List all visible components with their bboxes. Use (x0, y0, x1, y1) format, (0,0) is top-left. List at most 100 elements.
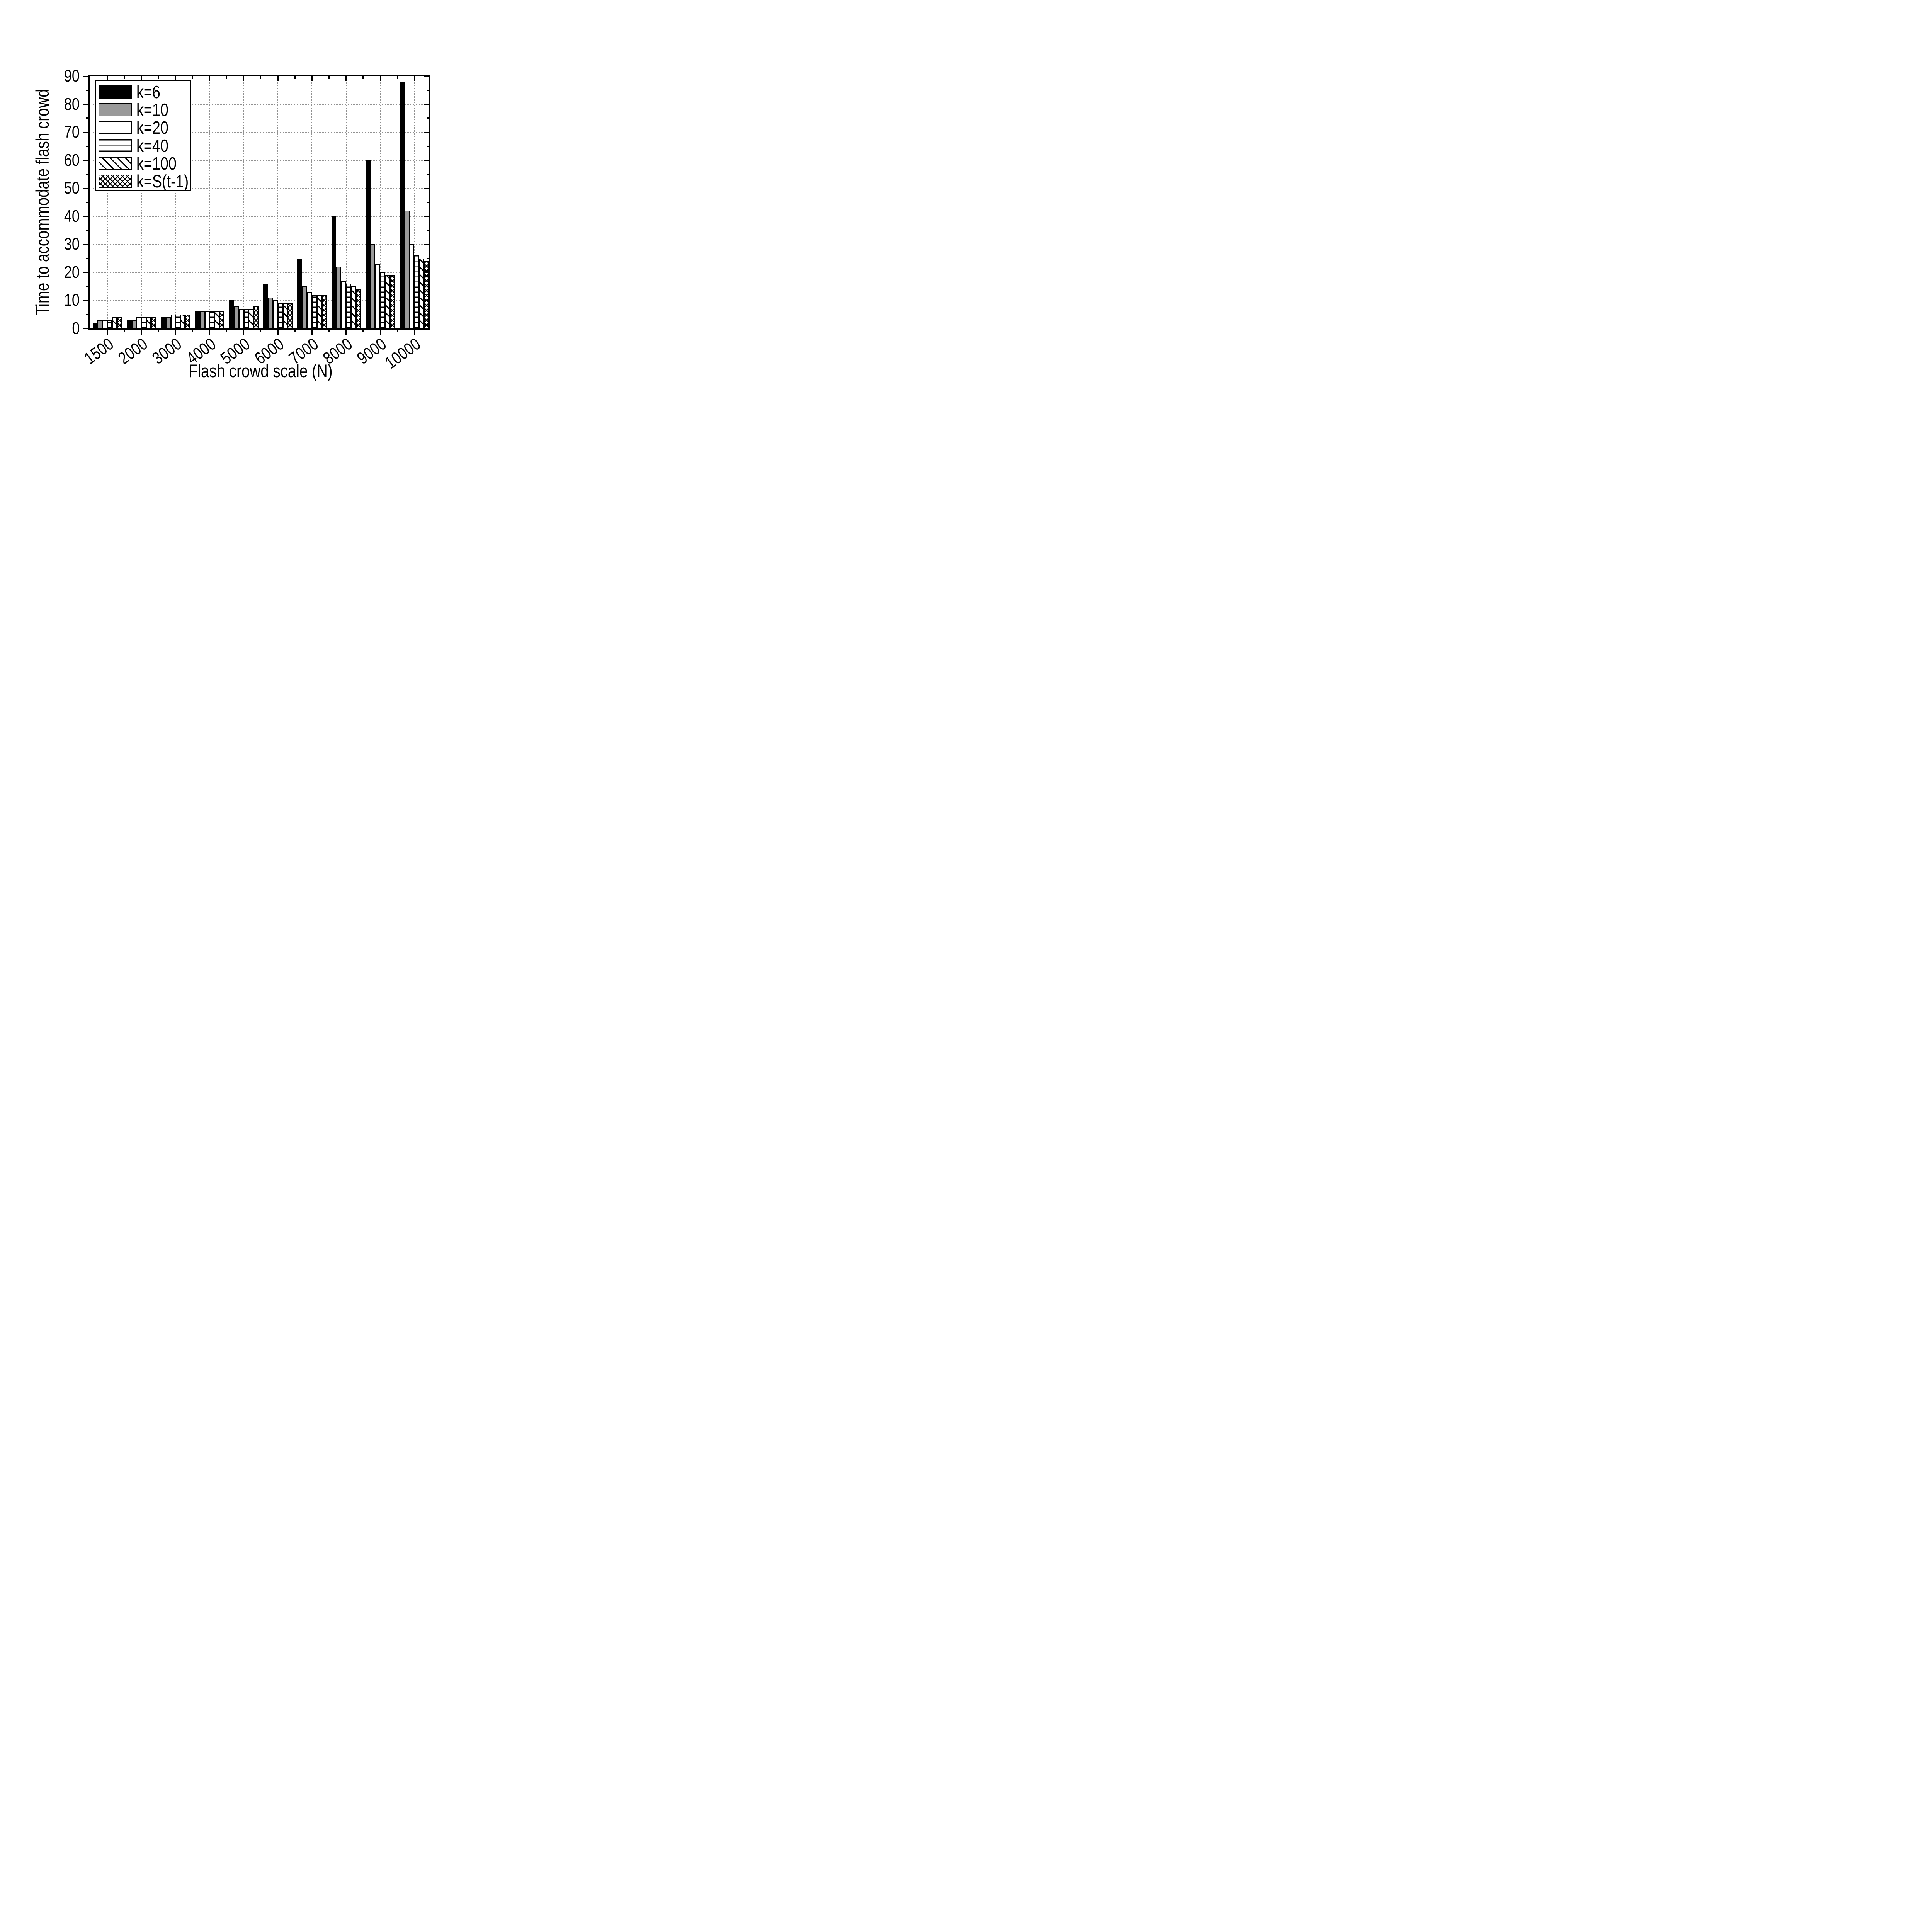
y-axis-tick-major (83, 243, 88, 245)
legend-label-text: k=20 (136, 117, 168, 138)
legend-item-k=40: k=40 (99, 137, 190, 155)
bar-k=100-5000 (248, 309, 254, 328)
legend-label-text: k=6 (136, 82, 160, 102)
x-axis-tick-major (379, 330, 381, 335)
legend-item-k=100: k=100 (99, 155, 190, 172)
x-axis-tick-major (277, 76, 279, 81)
bar-k=10-9000 (370, 244, 376, 328)
bar-k=100-10000 (419, 258, 424, 328)
bar-k=10-7000 (302, 286, 307, 328)
y-axis-tick-major (83, 272, 88, 273)
y-axis-tick-major (424, 104, 429, 105)
x-axis-tick-major (311, 76, 313, 81)
x-grid-line (243, 76, 244, 328)
bar-k=6-4000 (195, 311, 200, 328)
bar-k=S(t-1)-1500 (117, 317, 122, 328)
bar-k=20-5000 (239, 309, 244, 328)
y-tick-label-text: 50 (64, 179, 80, 198)
legend-swatch-solid-black (99, 85, 132, 99)
x-axis-tick-major (209, 330, 210, 335)
x-axis-tick-minor (328, 76, 330, 79)
bar-k=100-4000 (214, 311, 219, 328)
x-axis-title-text: Flash crowd scale (N) (188, 361, 333, 381)
y-tick-label-text: 80 (64, 94, 80, 114)
y-axis-tick-minor (427, 314, 429, 315)
bar-k=40-4000 (209, 311, 215, 328)
legend-label-text: k=100 (136, 153, 177, 174)
x-axis-tick-major (243, 330, 245, 335)
legend-label-text: k=10 (136, 100, 168, 120)
y-grid-line (90, 244, 429, 245)
bar-k=6-9000 (366, 160, 371, 328)
bar-k=20-7000 (307, 292, 312, 328)
x-axis-tick-minor (294, 330, 296, 332)
bar-k=10-4000 (200, 311, 205, 328)
x-grid-line (141, 76, 142, 328)
y-tick-label-text: 90 (64, 66, 80, 85)
bar-k=20-9000 (375, 264, 380, 328)
y-tick-label-40: 40 (0, 208, 80, 225)
bar-group-8000 (331, 216, 361, 328)
y-axis-tick-major (83, 75, 88, 77)
legend-item-k=20: k=20 (99, 119, 190, 136)
y-axis-tick-major (424, 160, 429, 161)
x-axis-tick-major (107, 76, 108, 81)
bar-k=10-3000 (165, 317, 171, 328)
y-axis-tick-major (424, 131, 429, 133)
x-axis-tick-major (175, 330, 176, 335)
y-grid-line (90, 104, 429, 105)
y-axis-tick-major (83, 160, 88, 161)
bar-k=S(t-1)-6000 (287, 303, 293, 328)
y-axis-tick-minor (86, 145, 88, 147)
y-grid-line (90, 188, 429, 189)
bar-k=6-3000 (161, 317, 166, 328)
bar-k=10-5000 (234, 306, 239, 328)
bar-k=6-5000 (229, 300, 234, 328)
bar-k=100-9000 (385, 275, 390, 328)
legend-item-k=S(t-1): k=S(t-1) (99, 172, 190, 190)
y-grid-line (90, 272, 429, 273)
y-axis-tick-minor (86, 174, 88, 175)
x-axis-tick-minor (362, 76, 364, 79)
x-axis-tick-major (141, 330, 142, 335)
x-axis-tick-major (243, 76, 245, 81)
legend-swatch-horizontal-lines (99, 139, 132, 152)
bar-k=6-1500 (92, 323, 98, 328)
x-axis-tick-major (277, 330, 279, 335)
x-axis-tick-minor (158, 76, 159, 79)
bar-k=100-6000 (282, 303, 288, 328)
bar-k=40-1500 (107, 320, 112, 328)
y-axis-tick-major (83, 216, 88, 217)
x-grid-line (277, 76, 279, 328)
legend-swatch-crosshatch (99, 175, 132, 188)
x-grid-line (414, 76, 415, 328)
y-tick-label-30: 30 (0, 236, 80, 253)
y-axis-tick-minor (427, 230, 429, 231)
y-grid-line (90, 132, 429, 133)
bar-k=6-8000 (331, 216, 337, 328)
x-grid-line (380, 76, 381, 328)
legend-label: k=100 (136, 155, 185, 172)
bar-group-1500 (92, 317, 122, 328)
bar-k=S(t-1)-4000 (219, 311, 224, 328)
x-grid-line (311, 76, 313, 328)
y-axis-tick-major (83, 104, 88, 105)
y-axis-tick-major (83, 328, 88, 329)
legend-label: k=6 (136, 83, 165, 101)
bar-group-6000 (263, 283, 293, 328)
bar-k=100-2000 (146, 317, 151, 328)
x-axis-tick-minor (192, 76, 193, 79)
bar-group-2000 (126, 317, 156, 328)
bar-k=40-7000 (312, 294, 317, 328)
bar-k=100-7000 (317, 294, 322, 328)
y-axis-tick-minor (86, 89, 88, 91)
y-axis-tick-minor (427, 286, 429, 287)
bar-k=40-6000 (278, 303, 283, 328)
bar-k=100-1500 (112, 317, 117, 328)
y-tick-label-70: 70 (0, 124, 80, 141)
bar-k=20-2000 (136, 317, 141, 328)
bar-k=100-8000 (351, 286, 356, 328)
y-axis-tick-major (83, 299, 88, 301)
y-axis-tick-minor (427, 145, 429, 147)
bar-group-5000 (229, 300, 259, 328)
